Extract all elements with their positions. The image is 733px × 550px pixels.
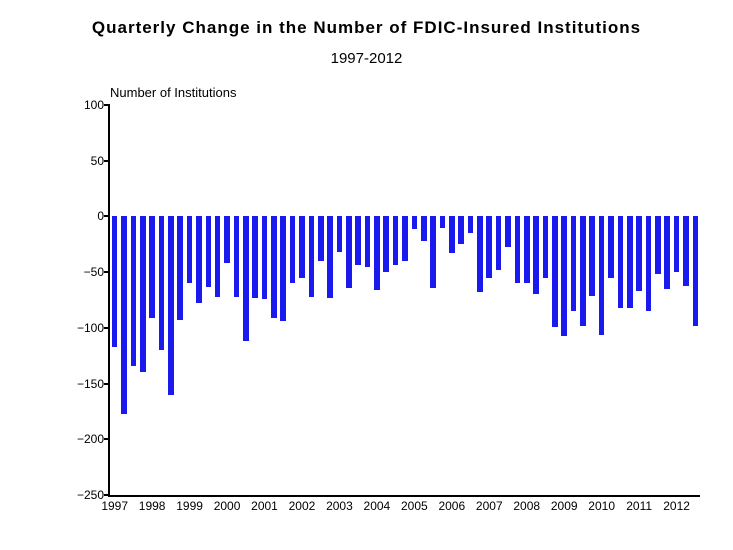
x-tick-label: 2011 [626, 495, 652, 513]
bar [533, 216, 539, 294]
bar [693, 216, 699, 325]
bar [430, 216, 436, 287]
x-tick-label: 2010 [588, 495, 615, 513]
bar [608, 216, 614, 277]
y-tick-mark [104, 438, 110, 440]
bar [159, 216, 165, 350]
y-tick-mark [104, 271, 110, 273]
bar [655, 216, 661, 274]
y-axis-title: Number of Institutions [110, 85, 236, 100]
x-tick-label: 2007 [476, 495, 503, 513]
bar [561, 216, 567, 335]
x-tick-label: 2004 [364, 495, 391, 513]
bar [168, 216, 174, 394]
bar [589, 216, 595, 295]
bar [206, 216, 212, 286]
x-tick-label: 2002 [289, 495, 316, 513]
bar [627, 216, 633, 307]
plot-area: −250−200−150−100−50050100199719981999200… [108, 105, 700, 497]
bar [355, 216, 361, 265]
x-tick-label: 2008 [513, 495, 540, 513]
bar [280, 216, 286, 321]
bar [196, 216, 202, 303]
bar [262, 216, 268, 298]
y-tick-mark [104, 327, 110, 329]
bar [496, 216, 502, 269]
bar [458, 216, 464, 244]
bar [421, 216, 427, 241]
bar [683, 216, 689, 285]
x-tick-label: 2005 [401, 495, 428, 513]
x-tick-label: 2012 [663, 495, 690, 513]
bar [646, 216, 652, 311]
bar [224, 216, 230, 263]
bar [383, 216, 389, 272]
bar [636, 216, 642, 291]
bar [440, 216, 446, 227]
bar [524, 216, 530, 283]
bar [449, 216, 455, 253]
bar [121, 216, 127, 413]
bar [468, 216, 474, 233]
x-tick-label: 2003 [326, 495, 353, 513]
chart-subtitle: 1997-2012 [0, 50, 733, 67]
y-tick-mark [104, 160, 110, 162]
bar [674, 216, 680, 272]
bar [505, 216, 511, 246]
bar [131, 216, 137, 365]
bar [337, 216, 343, 252]
x-tick-label: 1999 [176, 495, 203, 513]
bar [393, 216, 399, 265]
bar [477, 216, 483, 292]
x-tick-label: 2006 [438, 495, 465, 513]
bar [412, 216, 418, 228]
bar [290, 216, 296, 283]
bar [580, 216, 586, 325]
x-tick-label: 2001 [251, 495, 278, 513]
bar [486, 216, 492, 277]
bar [234, 216, 240, 296]
bar [318, 216, 324, 261]
bar [571, 216, 577, 311]
bar [664, 216, 670, 288]
bar [271, 216, 277, 317]
bar [299, 216, 305, 277]
x-tick-label: 1997 [101, 495, 128, 513]
bar [149, 216, 155, 317]
bar [402, 216, 408, 261]
bar [187, 216, 193, 283]
bar [327, 216, 333, 297]
bar [515, 216, 521, 283]
bar [177, 216, 183, 320]
bar [140, 216, 146, 372]
bar [552, 216, 558, 326]
bar [252, 216, 258, 297]
x-tick-label: 1998 [139, 495, 166, 513]
y-tick-mark [104, 215, 110, 217]
bar [618, 216, 624, 307]
bar [112, 216, 118, 346]
bar [365, 216, 371, 266]
x-tick-label: 2000 [214, 495, 241, 513]
x-tick-label: 2009 [551, 495, 578, 513]
bar [243, 216, 249, 341]
bar [309, 216, 315, 296]
y-tick-mark [104, 383, 110, 385]
chart-container: Quarterly Change in the Number of FDIC-I… [0, 0, 733, 550]
bar [346, 216, 352, 287]
y-tick-mark [104, 104, 110, 106]
bar [599, 216, 605, 334]
bar [215, 216, 221, 296]
bar [374, 216, 380, 290]
chart-title: Quarterly Change in the Number of FDIC-I… [0, 18, 733, 38]
bar [543, 216, 549, 277]
